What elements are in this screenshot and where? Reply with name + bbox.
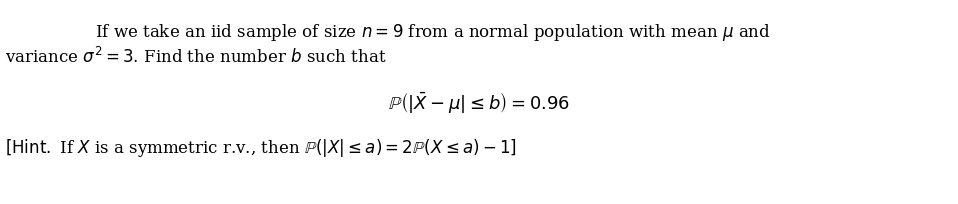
Text: If we take an iid sample of size $n = 9$ from a normal population with mean $\mu: If we take an iid sample of size $n = 9$… [95,22,771,43]
Text: $[\mathrm{Hint.}$ If $X$ is a symmetric r.v., then $\mathbb{P}(|X| \leq a) = 2\m: $[\mathrm{Hint.}$ If $X$ is a symmetric … [5,136,517,158]
Text: variance $\sigma^2 = 3$. Find the number $b$ such that: variance $\sigma^2 = 3$. Find the number… [5,47,386,67]
Text: $\mathbb{P}\left(|\bar{X} - \mu| \leq b\right) = 0.96$: $\mathbb{P}\left(|\bar{X} - \mu| \leq b\… [388,90,570,114]
